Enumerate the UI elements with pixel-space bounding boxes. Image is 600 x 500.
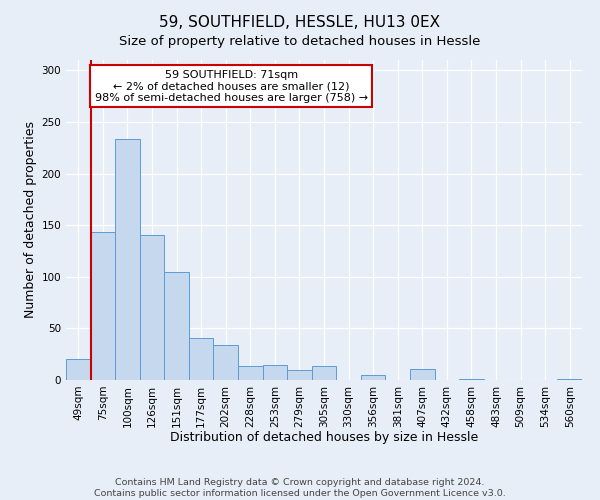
Bar (214, 345, 238, 380)
Text: 59, SOUTHFIELD, HESSLE, HU13 0EX: 59, SOUTHFIELD, HESSLE, HU13 0EX (160, 15, 440, 30)
Bar (115, 140, 140, 380)
Bar (66, 360, 91, 380)
Bar (91, 232, 115, 380)
Y-axis label: Number of detached properties: Number of detached properties (24, 122, 37, 318)
Bar (287, 370, 312, 380)
Bar (238, 366, 263, 380)
Bar (459, 379, 484, 380)
Bar (140, 236, 164, 380)
Bar (557, 379, 582, 380)
Bar (164, 272, 189, 380)
Bar (312, 366, 336, 380)
Bar (361, 375, 385, 380)
X-axis label: Distribution of detached houses by size in Hessle: Distribution of detached houses by size … (170, 431, 478, 444)
Bar (410, 368, 434, 380)
Text: Contains HM Land Registry data © Crown copyright and database right 2024.
Contai: Contains HM Land Registry data © Crown c… (94, 478, 506, 498)
Text: Size of property relative to detached houses in Hessle: Size of property relative to detached ho… (119, 35, 481, 48)
Text: 59 SOUTHFIELD: 71sqm
← 2% of detached houses are smaller (12)
98% of semi-detach: 59 SOUTHFIELD: 71sqm ← 2% of detached ho… (95, 70, 368, 103)
Bar (189, 338, 214, 380)
Bar (263, 364, 287, 380)
